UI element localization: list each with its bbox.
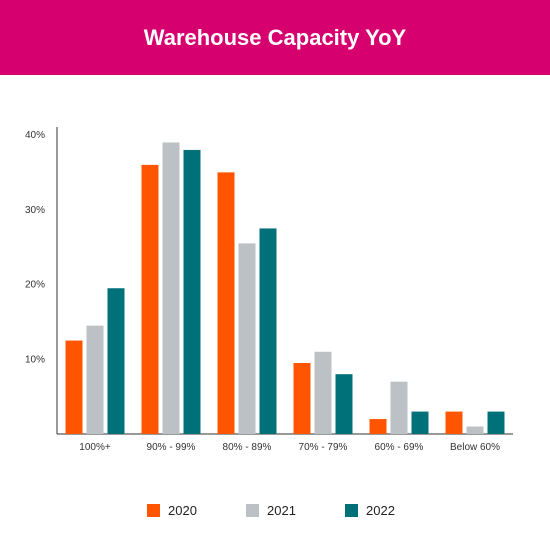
bar-2021 bbox=[238, 243, 256, 434]
bar-2021 bbox=[466, 426, 484, 434]
legend-label-2021: 2021 bbox=[267, 503, 296, 518]
bar-2020 bbox=[445, 411, 463, 434]
x-tick-label: Below 60% bbox=[450, 442, 500, 453]
chart-legend: 2020 2021 2022 bbox=[147, 503, 395, 518]
chart-header: Warehouse Capacity YoY bbox=[0, 0, 550, 75]
y-tick-label: 10% bbox=[25, 354, 45, 365]
legend-swatch-2020 bbox=[147, 504, 160, 517]
bar-2022 bbox=[183, 149, 201, 434]
x-tick-label: 80% - 89% bbox=[223, 442, 272, 453]
bar-2022 bbox=[335, 374, 353, 434]
bar-2021 bbox=[390, 381, 408, 434]
y-tick-label: 40% bbox=[25, 130, 45, 141]
bar-2021 bbox=[86, 325, 104, 434]
bar-2020 bbox=[65, 340, 83, 434]
bar-2020 bbox=[141, 164, 159, 434]
bar-2022 bbox=[107, 288, 125, 434]
legend-swatch-2022 bbox=[345, 504, 358, 517]
x-tick-label: 60% - 69% bbox=[375, 442, 424, 453]
x-tick-label: 90% - 99% bbox=[147, 442, 196, 453]
bar-2022 bbox=[259, 228, 277, 434]
bar-2022 bbox=[411, 411, 429, 434]
y-tick-label: 20% bbox=[25, 280, 45, 291]
bar-2022 bbox=[487, 411, 505, 434]
bar-2020 bbox=[217, 172, 235, 434]
chart-title: Warehouse Capacity YoY bbox=[143, 24, 407, 50]
y-tick-label: 30% bbox=[25, 205, 45, 216]
bar-2020 bbox=[293, 362, 311, 434]
legend-label-2022: 2022 bbox=[366, 503, 395, 518]
legend-swatch-2021 bbox=[246, 504, 259, 517]
x-tick-label: 100%+ bbox=[79, 442, 111, 453]
x-tick-label: 70% - 79% bbox=[299, 442, 348, 453]
chart-axes: 10% 20% 30% 40% 100%+ 90% - 99% 80% - 89% 70% -… bbox=[25, 127, 513, 453]
bar-2021 bbox=[162, 142, 180, 434]
bar-2021 bbox=[314, 351, 332, 434]
bar-2020 bbox=[369, 419, 387, 434]
chart-bars bbox=[65, 142, 505, 434]
legend-label-2020: 2020 bbox=[168, 503, 197, 518]
